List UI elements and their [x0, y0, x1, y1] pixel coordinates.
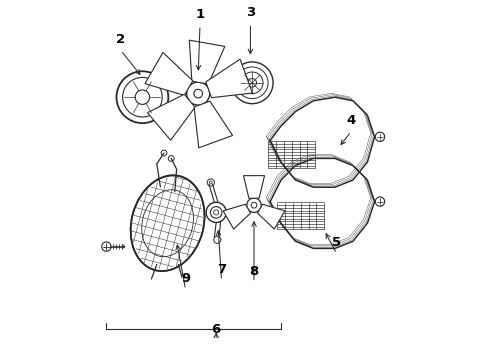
Text: 8: 8 [249, 265, 259, 278]
Circle shape [251, 202, 257, 208]
Polygon shape [189, 40, 225, 84]
Circle shape [375, 132, 385, 141]
Circle shape [206, 202, 226, 222]
Text: 2: 2 [116, 33, 125, 46]
Circle shape [207, 179, 215, 186]
Polygon shape [257, 204, 285, 229]
Circle shape [248, 78, 257, 87]
Circle shape [231, 62, 273, 104]
Circle shape [375, 197, 385, 206]
Circle shape [242, 72, 263, 94]
Polygon shape [206, 59, 252, 98]
Text: 7: 7 [217, 264, 226, 276]
Text: 9: 9 [181, 273, 190, 285]
Polygon shape [223, 204, 250, 229]
Circle shape [214, 210, 219, 215]
Circle shape [169, 156, 174, 161]
Text: 3: 3 [246, 6, 255, 19]
Circle shape [102, 242, 111, 251]
Circle shape [214, 236, 221, 243]
Text: 1: 1 [196, 8, 204, 21]
Circle shape [117, 71, 169, 123]
Circle shape [247, 198, 261, 212]
Circle shape [135, 90, 149, 104]
Text: 4: 4 [346, 114, 356, 127]
Polygon shape [145, 53, 193, 95]
Polygon shape [194, 101, 233, 148]
Polygon shape [147, 94, 195, 140]
Circle shape [122, 77, 162, 117]
Text: 6: 6 [212, 323, 221, 336]
Circle shape [194, 89, 202, 98]
Circle shape [187, 82, 210, 105]
Text: 5: 5 [332, 237, 342, 249]
Circle shape [236, 67, 268, 99]
Circle shape [161, 150, 167, 156]
Circle shape [210, 207, 222, 218]
Ellipse shape [131, 175, 205, 271]
Polygon shape [244, 176, 265, 198]
